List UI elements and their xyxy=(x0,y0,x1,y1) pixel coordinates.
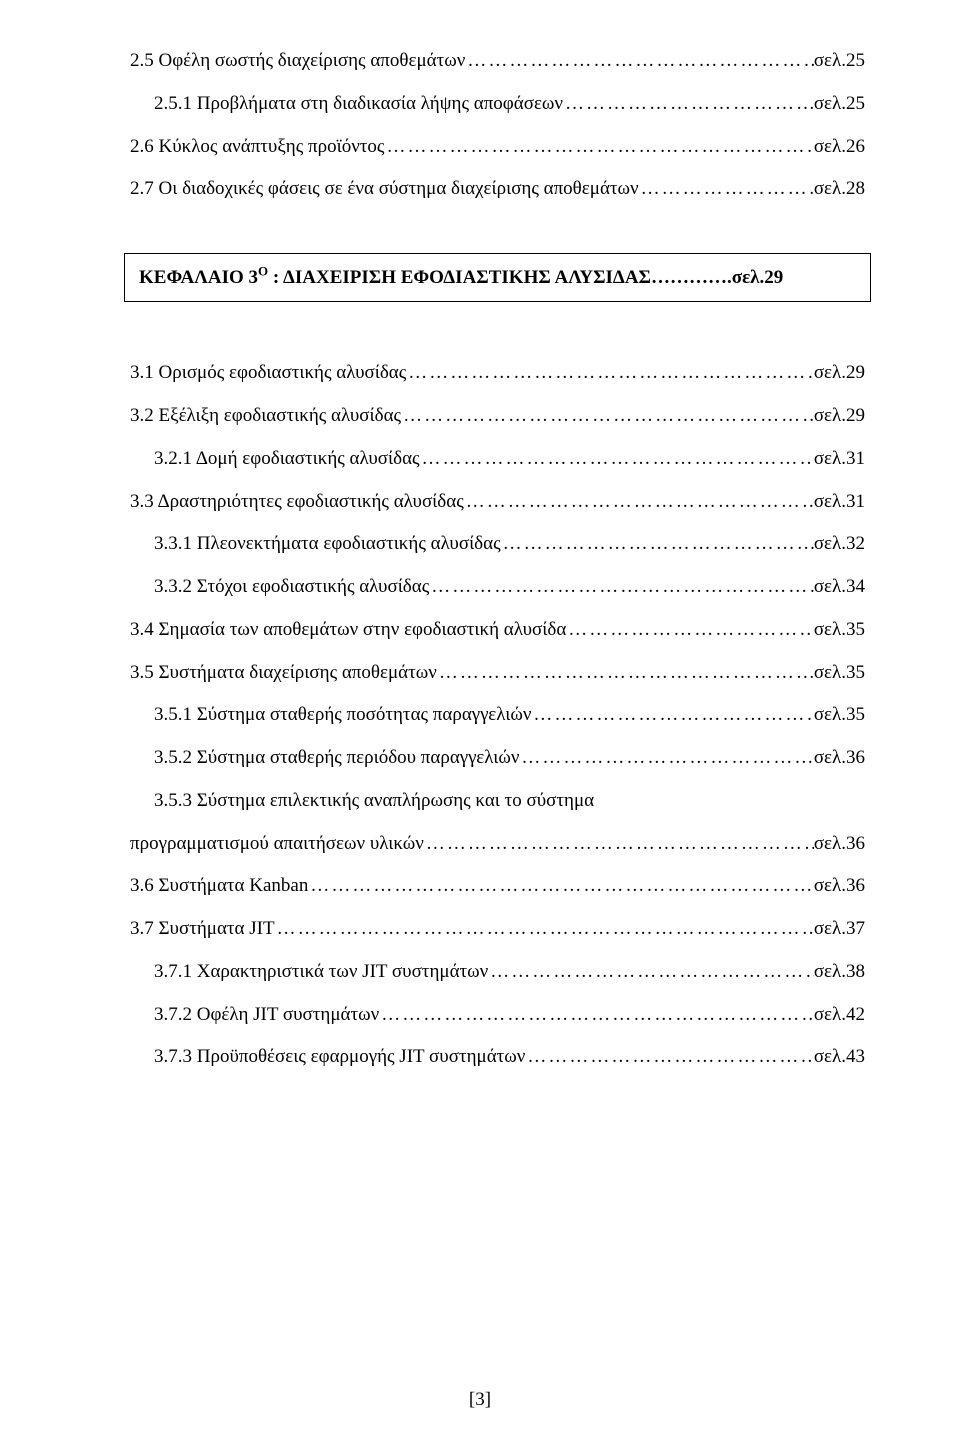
toc-entry-label: 2.7 Οι διαδοχικές φάσεις σε ένα σύστημα … xyxy=(130,168,639,211)
toc-entry-page: σελ.32 xyxy=(814,523,865,566)
chapter-leader: …………. xyxy=(651,267,732,288)
toc-entry-label: 3.5 Συστήματα διαχείρισης αποθεμάτων xyxy=(130,652,437,695)
chapter-title: ΚΕΦΑΛΑΙΟ 3Ο : ΔΙΑΧΕΙΡΙΣΗ ΕΦΟΔΙΑΣΤΙΚΗΣ ΑΛ… xyxy=(139,267,783,288)
toc-entry-label: 3.5.1 Σύστημα σταθερής ποσότητας παραγγε… xyxy=(154,694,531,737)
toc-leader-dots: …………………………………………………………………………………………………………… xyxy=(639,168,814,211)
chapter-title-post: : ΔΙΑΧΕΙΡΙΣΗ ΕΦΟΔΙΑΣΤΙΚΗΣ ΑΛΥΣΙΔΑΣ xyxy=(268,267,651,288)
toc-leader-dots: …………………………………………………………………………………………………………… xyxy=(465,40,813,83)
toc-leader-dots: …………………………………………………………………………………………………………… xyxy=(437,652,814,695)
toc-entry: 3.5.3 Σύστημα επιλεκτικής αναπλήρωσης κα… xyxy=(130,780,865,823)
chapter-title-pre: ΚΕΦΑΛΑΙΟ 3 xyxy=(139,267,258,288)
toc-entry-page: σελ.28 xyxy=(814,168,865,211)
toc-entry-label: 3.7 Συστήματα JIT xyxy=(130,908,275,951)
toc-entry-label: 3.3.1 Πλεονεκτήματα εφοδιαστικής αλυσίδα… xyxy=(154,523,501,566)
toc-entry: 2.5 Οφέλη σωστής διαχείρισης αποθεμάτων…… xyxy=(130,40,865,83)
toc-entry: 3.5.2 Σύστημα σταθερής περιόδου παραγγελ… xyxy=(130,737,865,780)
toc-entry-label: 3.3.2 Στόχοι εφοδιαστικής αλυσίδας xyxy=(154,566,429,609)
toc-entry-label: 3.6 Συστήματα Kanban xyxy=(130,865,308,908)
toc-leader-dots: …………………………………………………………………………………………………………… xyxy=(563,83,814,126)
toc-entry-page: σελ.35 xyxy=(814,694,865,737)
toc-leader-dots: …………………………………………………………………………………………………………… xyxy=(501,523,814,566)
toc-leader-dots: …………………………………………………………………………………………………………… xyxy=(488,951,814,994)
toc-entry-page: σελ.35 xyxy=(814,652,865,695)
toc-entry: 2.7 Οι διαδοχικές φάσεις σε ένα σύστημα … xyxy=(130,168,865,211)
toc-leader-dots: …………………………………………………………………………………………………………… xyxy=(424,823,814,866)
toc-leader-dots: …………………………………………………………………………………………………………… xyxy=(531,694,813,737)
toc-entry-page: σελ.36 xyxy=(814,737,865,780)
toc-entry-label: 3.1 Ορισμός εφοδιαστικής αλυσίδας xyxy=(130,352,406,395)
toc-entry-label: 3.3 Δραστηριότητες εφοδιαστικής αλυσίδας xyxy=(130,481,464,524)
toc-entry-label: προγραμματισμού απαιτήσεων υλικών xyxy=(130,823,424,866)
toc-entry-page: σελ.36 xyxy=(814,865,865,908)
toc-entry-label: 3.2.1 Δομή εφοδιαστικής αλυσίδας xyxy=(154,438,420,481)
toc-leader-dots: …………………………………………………………………………………………………………… xyxy=(420,438,814,481)
toc-entry: 3.7.3 Προϋποθέσεις εφαρμογής JIT συστημά… xyxy=(130,1036,865,1079)
toc-entry-page: σελ.42 xyxy=(814,994,865,1037)
toc-leader-dots: …………………………………………………………………………………………………………… xyxy=(464,481,814,524)
toc-entry: 2.6 Κύκλος ανάπτυξης προϊόντος…………………………… xyxy=(130,126,865,169)
toc-entry: προγραμματισμού απαιτήσεων υλικών…………………… xyxy=(130,823,865,866)
toc-entry-label: 2.5 Οφέλη σωστής διαχείρισης αποθεμάτων xyxy=(130,40,465,83)
toc-leader-dots: …………………………………………………………………………………………………………… xyxy=(519,737,813,780)
toc-bottom-section: 3.1 Ορισμός εφοδιαστικής αλυσίδας…………………… xyxy=(130,352,865,1079)
toc-entry-page: σελ.38 xyxy=(814,951,865,994)
toc-entry: 3.3.2 Στόχοι εφοδιαστικής αλυσίδας………………… xyxy=(130,566,865,609)
toc-leader-dots: …………………………………………………………………………………………………………… xyxy=(384,126,813,169)
toc-entry-page: σελ.26 xyxy=(814,126,865,169)
toc-entry: 3.7.1 Χαρακτηριστικά των JIT συστημάτων…… xyxy=(130,951,865,994)
toc-entry-page: σελ.29 xyxy=(814,395,865,438)
toc-entry-label: 3.5.3 Σύστημα επιλεκτικής αναπλήρωσης κα… xyxy=(154,780,594,823)
toc-leader-dots: …………………………………………………………………………………………………………… xyxy=(566,609,814,652)
toc-entry-page: σελ.25 xyxy=(814,40,865,83)
chapter-heading-box: ΚΕΦΑΛΑΙΟ 3Ο : ΔΙΑΧΕΙΡΙΣΗ ΕΦΟΔΙΑΣΤΙΚΗΣ ΑΛ… xyxy=(124,253,871,302)
toc-leader-dots: …………………………………………………………………………………………………………… xyxy=(429,566,814,609)
toc-entry-page: σελ.31 xyxy=(814,438,865,481)
toc-entry: 3.5 Συστήματα διαχείρισης αποθεμάτων…………… xyxy=(130,652,865,695)
toc-leader-dots: …………………………………………………………………………………………………………… xyxy=(406,352,814,395)
toc-leader-dots: …………………………………………………………………………………………………………… xyxy=(308,865,813,908)
toc-entry-label: 3.7.3 Προϋποθέσεις εφαρμογής JIT συστημά… xyxy=(154,1036,525,1079)
toc-entry-label: 2.5.1 Προβλήματα στη διαδικασία λήψης απ… xyxy=(154,83,563,126)
toc-entry: 3.7 Συστήματα JIT……………………………………………………………… xyxy=(130,908,865,951)
toc-entry-label: 3.2 Εξέλιξη εφοδιαστικής αλυσίδας xyxy=(130,395,401,438)
toc-entry: 3.2 Εξέλιξη εφοδιαστικής αλυσίδας…………………… xyxy=(130,395,865,438)
toc-entry-label: 3.7.2 Οφέλη JIT συστημάτων xyxy=(154,994,379,1037)
toc-entry: 3.3 Δραστηριότητες εφοδιαστικής αλυσίδας… xyxy=(130,481,865,524)
toc-entry-label: 3.4 Σημασία των αποθεμάτων στην εφοδιαστ… xyxy=(130,609,566,652)
toc-entry: 3.2.1 Δομή εφοδιαστικής αλυσίδας……………………… xyxy=(130,438,865,481)
toc-entry-label: 3.7.1 Χαρακτηριστικά των JIT συστημάτων xyxy=(154,951,488,994)
toc-entry-page: σελ.37 xyxy=(814,908,865,951)
toc-entry: 3.1 Ορισμός εφοδιαστικής αλυσίδας…………………… xyxy=(130,352,865,395)
toc-leader-dots: …………………………………………………………………………………………………………… xyxy=(275,908,814,951)
toc-entry-page: σελ.35 xyxy=(814,609,865,652)
page-number: [3] xyxy=(0,1389,960,1411)
toc-leader-dots: …………………………………………………………………………………………………………… xyxy=(379,994,814,1037)
toc-entry-page: σελ.25 xyxy=(814,83,865,126)
toc-top-section: 2.5 Οφέλη σωστής διαχείρισης αποθεμάτων…… xyxy=(130,40,865,211)
toc-entry: 3.7.2 Οφέλη JIT συστημάτων……………………………………… xyxy=(130,994,865,1037)
chapter-title-superscript: Ο xyxy=(258,264,268,279)
toc-leader-dots: …………………………………………………………………………………………………………… xyxy=(401,395,814,438)
toc-leader-dots: …………………………………………………………………………………………………………… xyxy=(525,1036,813,1079)
toc-entry-page: σελ.36 xyxy=(814,823,865,866)
toc-entry: 2.5.1 Προβλήματα στη διαδικασία λήψης απ… xyxy=(130,83,865,126)
toc-entry: 3.6 Συστήματα Kanban……………………………………………………… xyxy=(130,865,865,908)
toc-entry-label: 3.5.2 Σύστημα σταθερής περιόδου παραγγελ… xyxy=(154,737,519,780)
chapter-page: σελ.29 xyxy=(732,267,784,288)
toc-entry: 3.5.1 Σύστημα σταθερής ποσότητας παραγγε… xyxy=(130,694,865,737)
toc-entry: 3.3.1 Πλεονεκτήματα εφοδιαστικής αλυσίδα… xyxy=(130,523,865,566)
document-page: 2.5 Οφέλη σωστής διαχείρισης αποθεμάτων…… xyxy=(0,0,960,1441)
toc-entry-page: σελ.34 xyxy=(814,566,865,609)
toc-entry: 3.4 Σημασία των αποθεμάτων στην εφοδιαστ… xyxy=(130,609,865,652)
toc-entry-page: σελ.31 xyxy=(814,481,865,524)
toc-entry-label: 2.6 Κύκλος ανάπτυξης προϊόντος xyxy=(130,126,384,169)
toc-entry-page: σελ.29 xyxy=(814,352,865,395)
toc-entry-page: σελ.43 xyxy=(814,1036,865,1079)
